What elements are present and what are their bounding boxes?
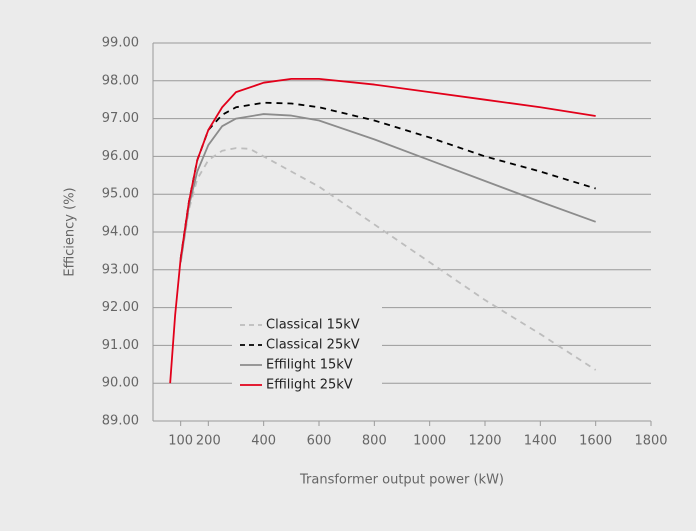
x-axis-label: Transformer output power (kW) [299, 473, 504, 488]
legend-label: Effilight 15kV [266, 358, 353, 373]
y-tick-label: 96.00 [102, 149, 139, 164]
y-tick-label: 90.00 [102, 376, 139, 391]
y-tick-label: 94.00 [102, 225, 139, 240]
y-tick-label: 97.00 [102, 111, 139, 126]
series-line [179, 101, 596, 259]
y-tick-label: 99.00 [102, 36, 139, 51]
x-tick-label: 200 [196, 434, 221, 449]
x-tick-label: 1200 [468, 434, 501, 449]
legend-label: Classical 25kV [266, 338, 360, 353]
legend-label: Classical 15kV [266, 318, 360, 333]
y-tick-label: 91.00 [102, 338, 139, 353]
y-tick-label: 98.00 [102, 73, 139, 88]
legend-box [232, 304, 382, 390]
y-tick-label: 92.00 [102, 300, 139, 315]
x-tick-label: 100 [168, 434, 193, 449]
y-tick-label: 95.00 [102, 187, 139, 202]
x-tick-label: 1800 [634, 434, 667, 449]
series-line [169, 78, 596, 384]
series-line [179, 147, 597, 371]
x-tick-label: 1000 [413, 434, 446, 449]
x-tick-label: 800 [362, 434, 387, 449]
x-tick-label: 600 [307, 434, 332, 449]
y-axis-label: Efficiency (%) [63, 187, 78, 276]
series-line [179, 113, 596, 263]
y-tick-label: 89.00 [102, 414, 139, 429]
y-tick-label: 93.00 [102, 262, 139, 277]
legend-label: Effilight 25kV [266, 378, 353, 393]
x-tick-label: 1400 [524, 434, 557, 449]
x-tick-label: 1600 [579, 434, 612, 449]
x-tick-label: 400 [251, 434, 276, 449]
